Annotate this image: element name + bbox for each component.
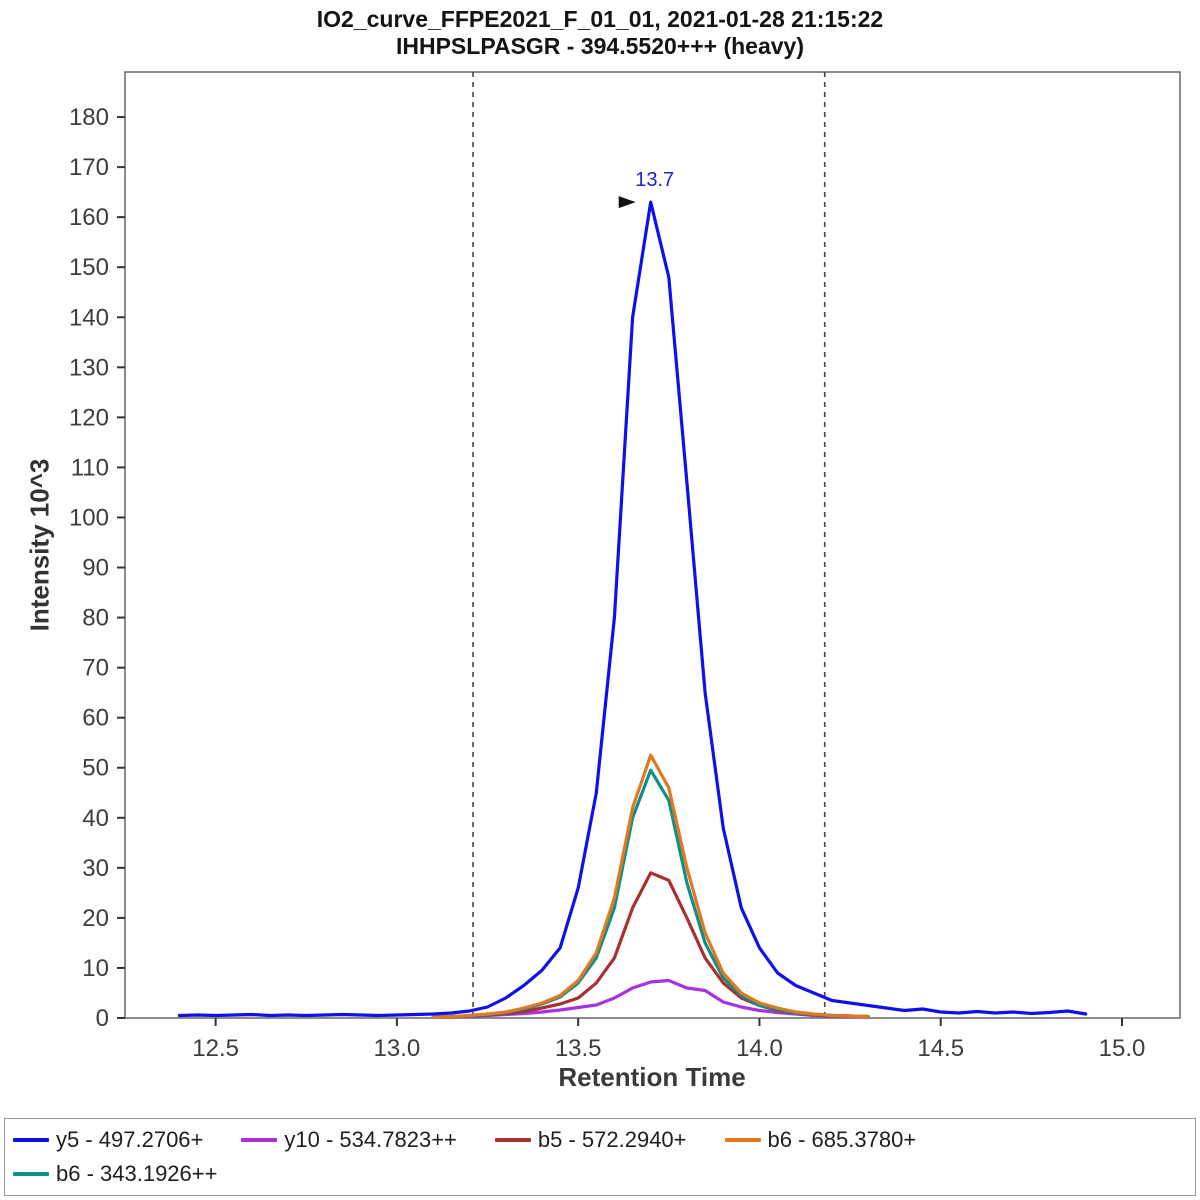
y-tick-label: 130	[69, 354, 109, 381]
legend-label: b6 - 685.3780+	[767, 1127, 917, 1152]
x-tick-label: 13.0	[374, 1035, 421, 1062]
legend-row: y5 - 497.2706+ y10 - 534.7823++ b5 - 572.2…	[13, 1127, 1187, 1153]
peak-annotation: 13.7	[635, 169, 674, 191]
y-tick-label: 90	[82, 555, 109, 582]
x-tick-label: 15.0	[1099, 1035, 1146, 1062]
legend-item: b5 - 572.2940+	[494, 1127, 687, 1153]
legend-row: b6 - 343.1926++	[13, 1161, 1187, 1187]
y-tick-label: 180	[69, 104, 109, 131]
series-line	[431, 871, 870, 1019]
peak-arrow-icon	[618, 196, 636, 209]
legend-item: y10 - 534.7823++	[241, 1127, 457, 1153]
series-line	[177, 200, 1088, 1018]
y-tick-label: 100	[69, 504, 109, 531]
y-tick-label: 20	[82, 905, 109, 932]
y-tick-label: 120	[69, 404, 109, 431]
y-tick-label: 40	[82, 805, 109, 832]
y-tick-label: 110	[71, 454, 109, 481]
legend-line-swatch	[13, 1172, 49, 1176]
chart-subtitle: IHHPSLPASGR - 394.5520+++ (heavy)	[395, 33, 804, 59]
x-tick-label: 12.5	[192, 1035, 239, 1062]
y-tick-label: 140	[69, 304, 109, 331]
legend-item: b6 - 685.3780+	[724, 1127, 917, 1153]
legend-line-swatch	[724, 1138, 761, 1142]
series-line	[431, 753, 870, 1019]
legend-label: b6 - 343.1926++	[56, 1161, 218, 1186]
y-tick-label: 150	[69, 254, 109, 281]
y-tick-label: 80	[82, 605, 109, 632]
y-tick-label: 10	[82, 955, 109, 982]
legend-item: y5 - 497.2706+	[13, 1127, 203, 1153]
legend-item: b6 - 343.1926++	[13, 1161, 217, 1187]
chart-svg: 0 10 20 30 40 50 60 70 80 90 100 110 120 130 140 150 160…	[69, 71, 1181, 1062]
y-tick-label: 170	[69, 154, 109, 181]
x-tick-label: 14.5	[917, 1035, 964, 1062]
legend-line-swatch	[494, 1138, 531, 1142]
y-tick-label: 30	[82, 855, 109, 882]
series-line	[431, 768, 870, 1019]
y-tick-label: 160	[69, 204, 109, 231]
legend-line-swatch	[13, 1138, 49, 1142]
legend-label: y5 - 497.2706+	[56, 1127, 204, 1152]
y-tick-label: 50	[82, 755, 109, 782]
legend-label: b5 - 572.2940+	[537, 1127, 687, 1152]
legend-line-swatch	[241, 1138, 278, 1142]
y-tick-label: 70	[82, 655, 109, 682]
plot-frame	[124, 71, 1181, 1019]
x-tick-label: 13.5	[555, 1035, 602, 1062]
chart-title: IO2_curve_FFPE2021_F_01_01, 2021-01-28 2…	[316, 6, 884, 32]
legend: y5 - 497.2706+ y10 - 534.7823++ b5 - 572.2…	[4, 1118, 1196, 1196]
x-axis-label: Retention Time	[558, 1062, 746, 1092]
y-tick-label: 60	[82, 705, 109, 732]
x-tick-label: 14.0	[736, 1035, 783, 1062]
legend-label: y10 - 534.7823++	[284, 1127, 457, 1152]
y-tick-label: 0	[96, 1005, 109, 1032]
